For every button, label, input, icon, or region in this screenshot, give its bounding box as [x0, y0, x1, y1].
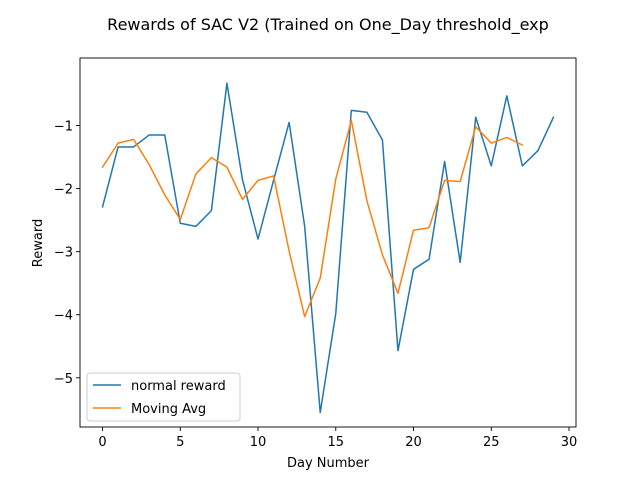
x-tick-label: 0 [98, 435, 106, 450]
legend: normal reward Moving Avg [86, 372, 241, 422]
x-tick-label: 5 [176, 435, 184, 450]
series-line-moving-avg [101, 119, 524, 318]
y-tick-label: −4 [54, 309, 73, 324]
y-axis-label: Reward [31, 219, 46, 267]
x-tick-label: 20 [405, 435, 422, 450]
legend-box [86, 372, 241, 422]
x-tick-label: 15 [328, 435, 345, 450]
x-tick-label: 30 [561, 435, 578, 450]
series-line-normal-reward [101, 82, 555, 414]
y-tick-label: −3 [54, 246, 73, 261]
x-axis-ticks: 0 5 10 15 20 25 30 [98, 427, 577, 450]
y-axis-ticks: −5 −4 −3 −2 −1 [54, 119, 80, 387]
y-tick-label: −2 [54, 183, 73, 198]
chart-title: Rewards of SAC V2 (Trained on One_Day th… [107, 15, 549, 35]
x-tick-label: 25 [483, 435, 500, 450]
x-tick-label: 10 [250, 435, 267, 450]
legend-label-normal-reward: normal reward [131, 379, 226, 394]
y-tick-label: −1 [54, 119, 73, 134]
y-tick-label: −5 [54, 372, 73, 387]
legend-label-moving-avg: Moving Avg [131, 402, 206, 417]
plot-area-frame [79, 57, 577, 428]
x-axis-label: Day Number [287, 456, 370, 471]
series-layer [101, 82, 555, 414]
